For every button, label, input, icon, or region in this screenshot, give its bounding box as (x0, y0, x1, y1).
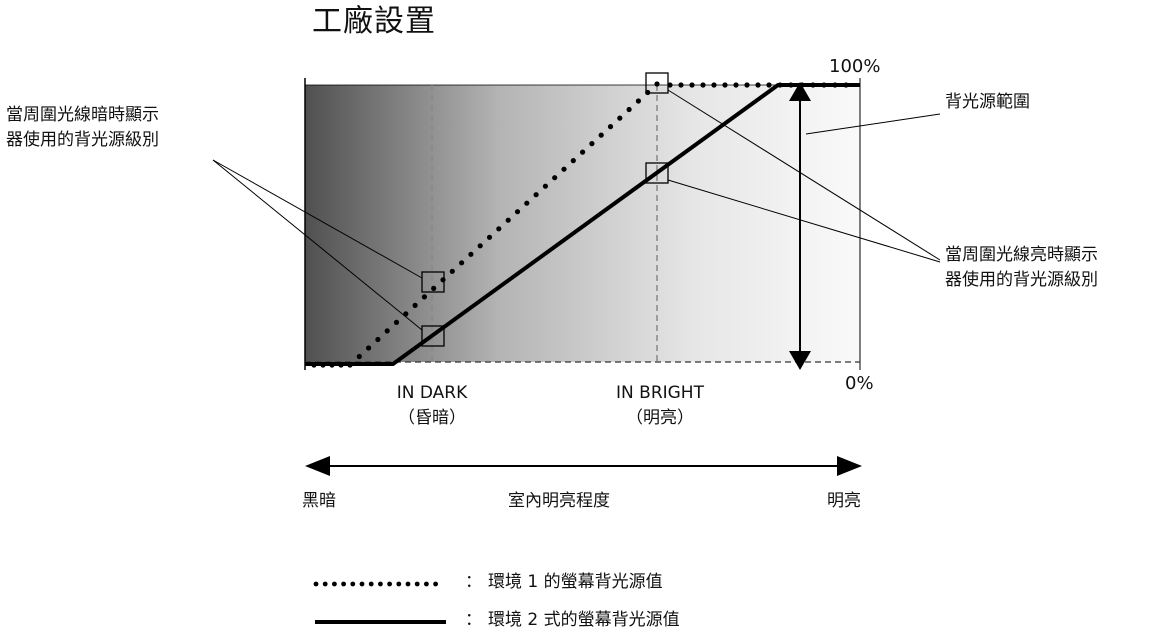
legend-dotted-dot (387, 581, 392, 587)
legend-dotted-dot (396, 581, 402, 587)
dotted-series-dot (542, 183, 549, 189)
dotted-series-dot (788, 82, 794, 88)
in-bright-label: IN BRIGHT (616, 383, 704, 403)
dotted-series-dot (598, 132, 604, 138)
legend-dotted-dot (322, 581, 328, 587)
legend-dotted-dot (433, 581, 438, 587)
dotted-series-dot (421, 294, 427, 300)
dotted-series-dot (821, 82, 827, 88)
dotted-series-dot (459, 260, 465, 266)
dotted-series-dot (449, 268, 455, 274)
zero-percent-label: 0% (845, 373, 874, 394)
dotted-series-dot (412, 302, 418, 308)
backlight-range-callout: 背光源範圍 (945, 92, 1030, 112)
dotted-series-dot (711, 82, 717, 88)
dotted-series-dot (635, 98, 642, 104)
legend-item-2-sep: ： (465, 610, 482, 630)
dotted-series-dot (589, 141, 595, 147)
bright-end-label: 明亮 (827, 491, 861, 511)
dotted-series-dot (347, 362, 353, 368)
dotted-series-dot (810, 82, 816, 88)
dotted-series-dot (654, 81, 660, 87)
legend-dotted-dot (414, 581, 420, 587)
hundred-percent-label: 100% (829, 56, 881, 77)
dotted-series-dot (384, 328, 390, 334)
dotted-series-dot (832, 82, 838, 88)
dotted-series-dot (580, 149, 586, 155)
dotted-series-dot (356, 353, 362, 360)
dotted-series-dot (561, 166, 567, 172)
dotted-series-dot (689, 82, 695, 88)
dotted-series-dot (733, 82, 739, 88)
dotted-series-dot (338, 362, 344, 368)
dotted-series-dot (514, 209, 521, 215)
dotted-series-dot (311, 362, 317, 368)
legend-dotted-dot (424, 581, 429, 587)
dotted-series-dot (329, 362, 335, 368)
dotted-series-dot (700, 82, 706, 88)
dotted-series-dot (320, 362, 326, 368)
legend-dotted-dot (359, 581, 365, 587)
dotted-series-dot (524, 200, 530, 206)
legend-item-1-label: 環境 1 的螢幕背光源值 (488, 572, 663, 592)
bright-dotted-marker (645, 72, 669, 94)
legend-dotted-dot (313, 581, 319, 587)
dotted-series-dot (468, 251, 474, 257)
in-bright-sublabel: （明亮） (626, 408, 694, 428)
legend-dotted-dot (332, 581, 337, 587)
bright-level-callout-line1: 當周圍光線亮時顯示 (945, 245, 1098, 265)
dotted-series-dot (755, 82, 761, 88)
plot-area (305, 85, 860, 362)
dotted-series-dot (375, 336, 381, 343)
dotted-series-dot (843, 82, 849, 88)
dotted-series-dot (667, 82, 673, 88)
dotted-series-dot (722, 82, 728, 88)
dark-end-label: 黑暗 (302, 491, 336, 511)
callout-lines (212, 89, 941, 331)
dotted-series-dot (744, 82, 750, 88)
dotted-series-dot (440, 277, 446, 283)
dotted-series-dot (617, 115, 623, 121)
bright-level-callout-line2: 器使用的背光源級別 (945, 270, 1098, 290)
legend-dotted-dot (368, 581, 374, 587)
brightness-axis-arrow (305, 456, 862, 476)
dotted-series-dot (486, 234, 493, 240)
legend-item-2-label: 環境 2 式的螢幕背光源值 (488, 610, 680, 630)
dotted-series-dot (366, 345, 372, 351)
legend-dotted-sample (313, 581, 438, 587)
in-dark-label: IN DARK (396, 383, 468, 403)
dotted-series-dot (766, 82, 772, 88)
dotted-series-line (311, 81, 849, 368)
legend-item-1-sep: ： (465, 572, 482, 592)
dotted-series-dot (626, 106, 632, 113)
dotted-series-dot (552, 175, 558, 181)
dotted-series-dot (496, 226, 502, 232)
legend-dotted-dot (378, 581, 383, 587)
indoor-brightness-label: 室內明亮程度 (508, 491, 610, 511)
dotted-series-dot (393, 319, 400, 325)
dark-solid-marker (421, 325, 445, 347)
dotted-series-dot (777, 82, 783, 88)
in-dark-sublabel: （昏暗） (398, 408, 466, 428)
legend-dotted-dot (405, 581, 411, 587)
dark-level-callout-line2: 器使用的背光源級別 (6, 130, 159, 150)
dotted-series-dot (431, 285, 437, 291)
range-arrow (789, 82, 811, 370)
dark-level-callout-line1: 當周圍光線暗時顯示 (6, 105, 159, 125)
dotted-series-dot (533, 192, 539, 198)
legend-dotted-dot (341, 581, 346, 587)
dotted-series-dot (678, 82, 684, 88)
page-title: 工廠設置 (312, 4, 436, 39)
bright-solid-marker (645, 162, 669, 184)
legend-dotted-dot (350, 581, 356, 587)
dotted-series-dot (607, 124, 614, 130)
dotted-series-dot (505, 217, 511, 223)
dotted-series-dot (570, 158, 576, 164)
dotted-series-dot (477, 243, 483, 249)
dark-dotted-marker (421, 271, 445, 293)
